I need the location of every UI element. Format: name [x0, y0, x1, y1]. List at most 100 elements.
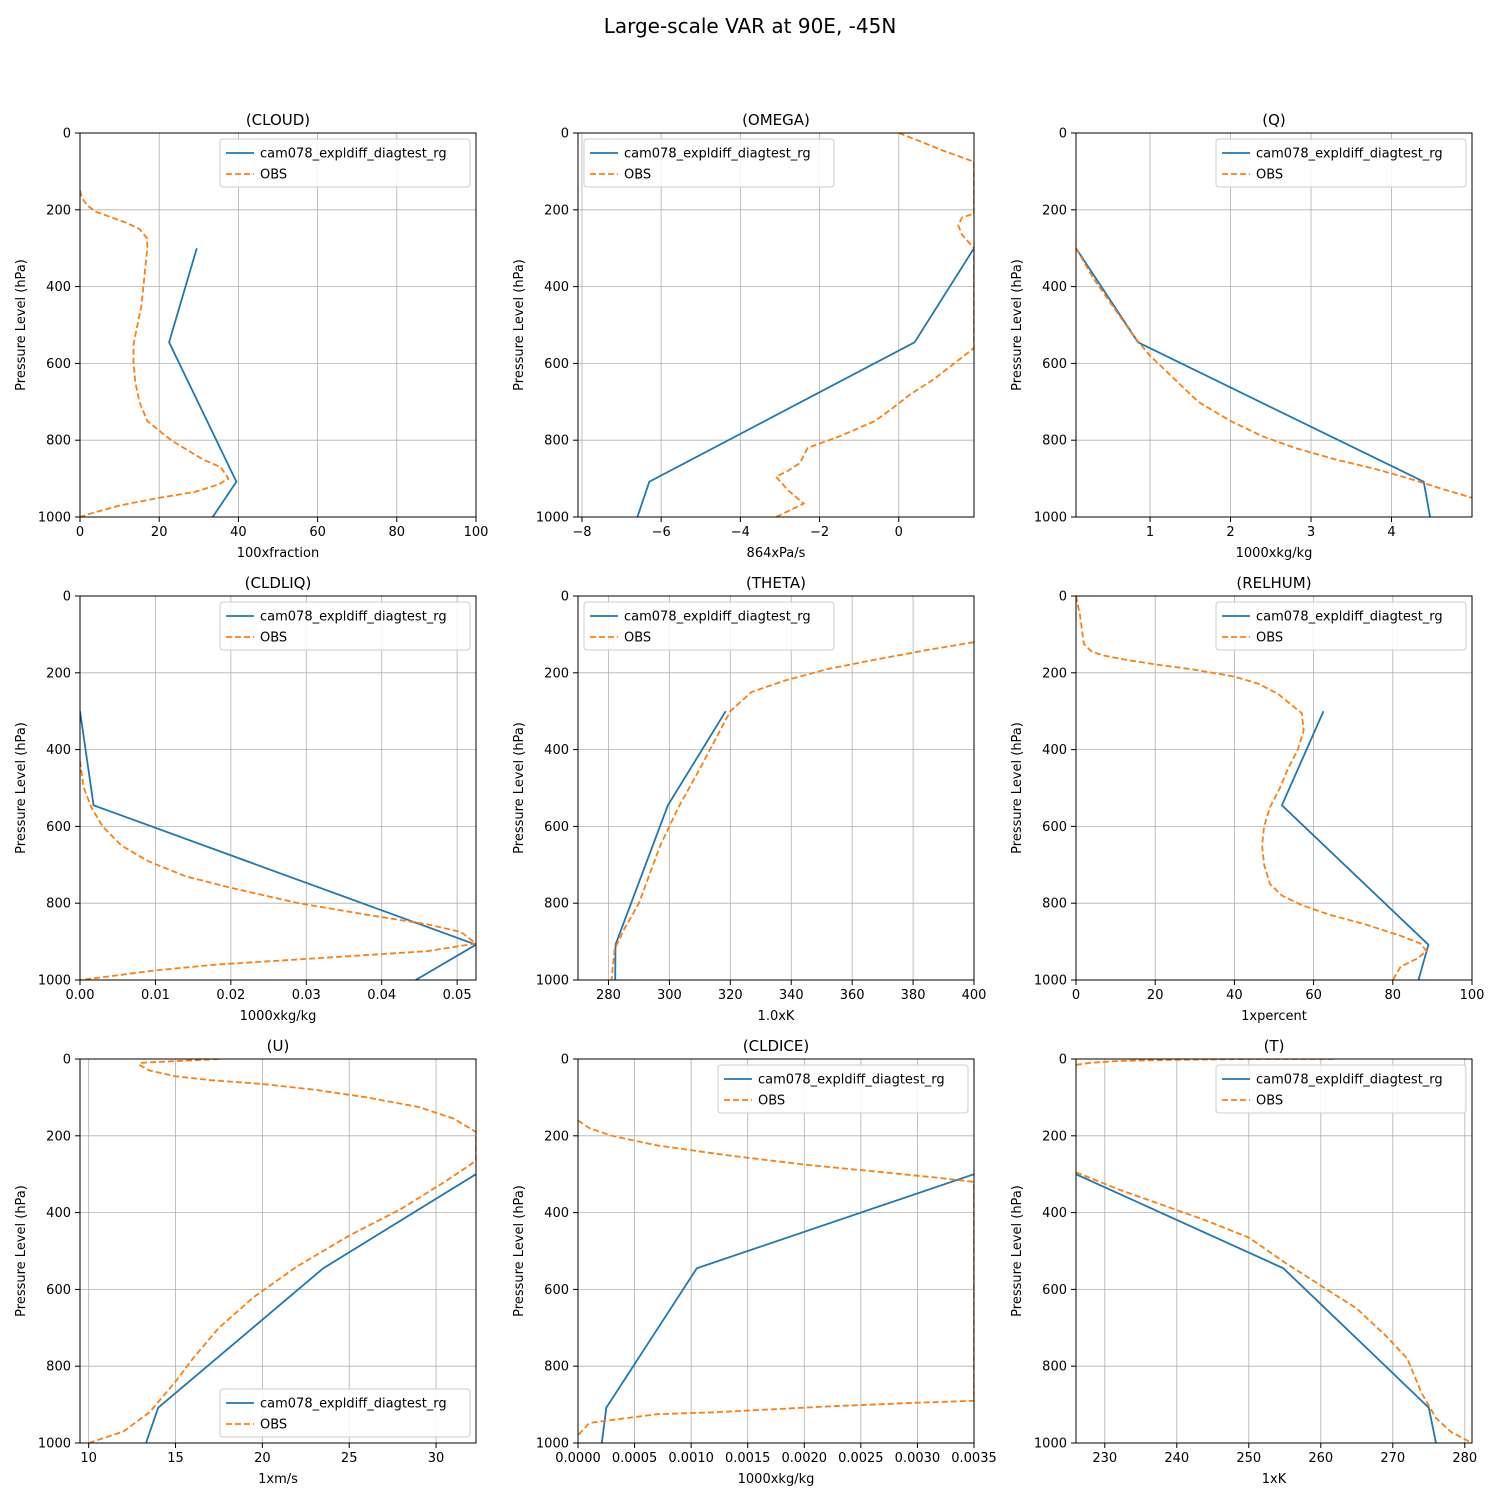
- axes-frame: [1075, 132, 1473, 518]
- y-axis-label: Pressure Level (hPa): [512, 722, 527, 854]
- legend-box: [219, 138, 471, 188]
- y-tick-label: 0: [63, 590, 71, 605]
- y-tick-label: 400: [544, 280, 569, 295]
- y-tick-label: 0: [1059, 590, 1067, 605]
- legend-label: OBS: [260, 1418, 287, 1433]
- legend-box: [1215, 601, 1467, 651]
- y-tick-label: 0: [561, 1053, 569, 1068]
- x-tick-label: 20: [1147, 988, 1164, 1003]
- y-tick-label: 200: [544, 1129, 569, 1144]
- subplot-title: (CLDICE): [743, 1037, 809, 1055]
- model-series-line: [1076, 1173, 1437, 1443]
- y-tick-label: 400: [544, 743, 569, 758]
- x-tick-label: 3: [1307, 525, 1315, 540]
- subplot-title: (OMEGA): [742, 111, 810, 129]
- x-tick-label: 0: [76, 525, 84, 540]
- y-tick-label: 1000: [38, 974, 71, 989]
- y-tick-label: 600: [544, 1283, 569, 1298]
- legend-box: [1215, 138, 1467, 188]
- axes-frame: [577, 132, 975, 518]
- y-tick-label: 400: [1042, 743, 1067, 758]
- subplot-relhum: 0 20 40 60 80 10002004006008001000(RELHUM)1xp…: [1010, 574, 1484, 1024]
- y-tick-label: 200: [46, 1129, 71, 1144]
- x-axis-label: 864xPa/s: [747, 546, 806, 561]
- x-tick-label: 0.0005: [612, 1451, 658, 1466]
- x-tick-label: 40: [1226, 988, 1243, 1003]
- y-tick-label: 400: [46, 280, 71, 295]
- y-tick-label: 200: [1042, 1129, 1067, 1144]
- y-axis-label: Pressure Level (hPa): [14, 259, 29, 391]
- x-tick-label: 1: [1146, 525, 1154, 540]
- legend-label: OBS: [624, 631, 651, 646]
- x-tick-label: 80: [1385, 988, 1402, 1003]
- y-tick-label: 800: [46, 897, 71, 912]
- model-series-line: [1280, 710, 1430, 980]
- y-tick-label: 0: [1059, 127, 1067, 142]
- subplot-title: (CLOUD): [246, 111, 310, 129]
- x-axis-label: 1000xkg/kg: [1236, 546, 1313, 561]
- figure-title: Large-scale VAR at 90E, -45N: [603, 14, 897, 38]
- x-axis-label: 1000xkg/kg: [240, 1009, 317, 1024]
- x-tick-label: 0.0015: [725, 1451, 771, 1466]
- y-tick-label: 0: [63, 1053, 71, 1068]
- axes-frame: [1075, 1058, 1473, 1444]
- x-tick-label: 0: [895, 525, 903, 540]
- axes-frame: [79, 132, 477, 518]
- subplot-t: 230 240 250 260 270 280 0 200 400 600 800 1000 (T) 1x…: [1010, 1037, 1477, 1487]
- legend: cam078_expldiff_diagtest_rg OBS: [717, 1064, 969, 1114]
- x-tick-label: 260: [1308, 1451, 1333, 1466]
- y-tick-label: 800: [544, 1360, 569, 1375]
- x-tick-label: 0.01: [141, 988, 170, 1003]
- x-tick-label: 280: [596, 988, 621, 1003]
- model-series-line: [636, 247, 974, 517]
- legend: cam078_expldiff_diagtest_rg OBS: [583, 138, 835, 188]
- legend-label: cam078_expldiff_diagtest_rg: [260, 1397, 447, 1412]
- model-series-line: [1076, 247, 1431, 517]
- y-tick-label: 800: [46, 1360, 71, 1375]
- x-tick-label: 0.02: [216, 988, 245, 1003]
- x-tick-label: 2: [1226, 525, 1234, 540]
- legend-label: OBS: [624, 168, 651, 183]
- x-tick-label: 0: [1072, 988, 1080, 1003]
- subplot-omega: −8 −6 −4 −2 0 0 200 400 600 800 1000 (OMEGA) 864xPa/…: [512, 111, 975, 561]
- subplot-cldice: 0.0000 0.0005 0.0010 0.0015 0.0020 0.0025 0.00…: [512, 1037, 997, 1487]
- y-tick-label: 400: [544, 1206, 569, 1221]
- y-axis-label: Pressure Level (hPa): [512, 1185, 527, 1317]
- obs-series-line: [88, 1059, 476, 1443]
- legend: cam078_expldiff_diagtest_rg OBS: [1215, 601, 1467, 651]
- y-tick-label: 200: [1042, 203, 1067, 218]
- x-tick-label: 280: [1452, 1451, 1477, 1466]
- y-tick-label: 200: [544, 666, 569, 681]
- x-tick-label: 0.05: [443, 988, 472, 1003]
- legend-label: cam078_expldiff_diagtest_rg: [624, 610, 811, 625]
- y-tick-label: 600: [544, 820, 569, 835]
- x-tick-label: 0.0010: [668, 1451, 714, 1466]
- legend-box: [1215, 1064, 1467, 1114]
- x-tick-label: 10: [80, 1451, 97, 1466]
- subplot-title: (T): [1264, 1037, 1285, 1055]
- axes-frame: [79, 1058, 477, 1444]
- x-tick-label: 30: [428, 1451, 445, 1466]
- y-tick-label: 600: [46, 357, 71, 372]
- y-tick-label: 1000: [38, 511, 71, 526]
- obs-series-line: [1076, 247, 1472, 499]
- legend-label: cam078_expldiff_diagtest_rg: [1256, 610, 1443, 625]
- x-tick-label: 0.0000: [555, 1451, 601, 1466]
- y-tick-label: 1000: [536, 974, 569, 989]
- obs-series-line: [1076, 1059, 1336, 1066]
- legend-label: OBS: [260, 631, 287, 646]
- x-axis-label: 100xfraction: [237, 546, 319, 561]
- y-tick-label: 600: [1042, 820, 1067, 835]
- y-tick-label: 600: [1042, 1283, 1067, 1298]
- y-tick-label: 600: [544, 357, 569, 372]
- y-tick-label: 200: [46, 666, 71, 681]
- axes-frame: [1075, 595, 1473, 981]
- subplot-q: 1 2 3 4 0 200 400 600 800 1000 (Q) 1000xkg/kg Pressu…: [1010, 111, 1473, 561]
- x-tick-label: 400: [962, 988, 987, 1003]
- axes-frame: [577, 595, 975, 981]
- legend-label: cam078_expldiff_diagtest_rg: [624, 147, 811, 162]
- subplot-cloud: 0 20 40 60 80 10002004006008001000(CLOUD)100x…: [14, 111, 488, 561]
- x-tick-label: 0.03: [292, 988, 321, 1003]
- x-tick-label: 270: [1380, 1451, 1405, 1466]
- x-tick-label: 40: [230, 525, 247, 540]
